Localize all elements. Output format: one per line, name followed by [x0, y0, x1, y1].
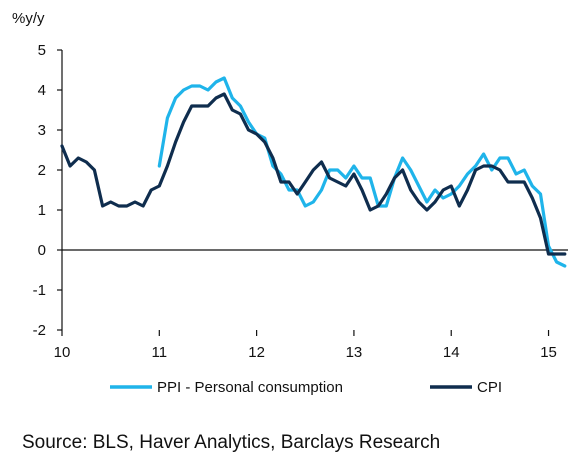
y-tick-label: 4 — [38, 82, 46, 99]
legend-label-ppi: PPI - Personal consumption — [157, 379, 343, 396]
x-tick-label: 13 — [346, 344, 363, 361]
y-tick-label: -1 — [33, 282, 46, 299]
x-tick-label: 12 — [248, 344, 265, 361]
y-tick-label: 1 — [38, 202, 46, 219]
y-tick-label: 2 — [38, 162, 46, 179]
legend: PPI - Personal consumption CPI — [110, 379, 502, 396]
series-line-ppi — [157, 76, 567, 268]
y-tick-label: -2 — [33, 322, 46, 339]
y-tick-label: 5 — [38, 42, 46, 59]
y-axis: -2 -1 0 1 2 3 4 5 — [33, 42, 63, 339]
x-tick-label: 14 — [443, 344, 460, 361]
source-note: Source: BLS, Haver Analytics, Barclays R… — [22, 432, 441, 453]
series-line-cpi — [60, 92, 567, 256]
y-tick-label: 3 — [38, 122, 46, 139]
series-layer — [60, 76, 567, 268]
x-axis: 10 11 12 13 14 15 — [54, 249, 568, 361]
y-tick-label: 0 — [38, 242, 46, 259]
y-axis-unit-label: %y/y — [12, 10, 45, 27]
x-tick-label: 10 — [54, 344, 71, 361]
legend-label-cpi: CPI — [477, 379, 502, 396]
x-tick-label: 11 — [152, 344, 168, 361]
x-tick-label: 15 — [540, 344, 557, 361]
